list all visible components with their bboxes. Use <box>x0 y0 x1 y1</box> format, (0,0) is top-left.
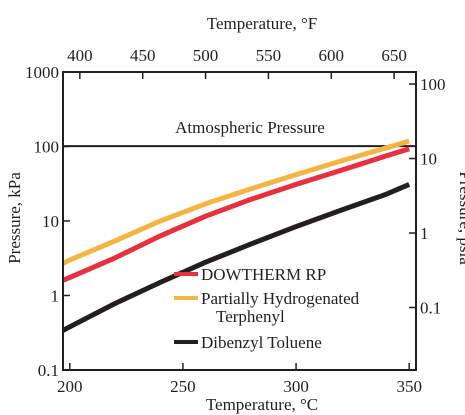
series-line-dibenzyl-toluene <box>61 182 411 333</box>
legend-label-partially-hydrogenated-terphenyl-line-1: Partially Hydrogenated <box>201 289 360 308</box>
y2-tick-label-0: 0.1 <box>420 299 441 318</box>
plot-area: 200 250 300 350 400 450 500 550 600 650 0.1 1 10 100 1… <box>25 46 446 396</box>
legend-label-dowtherm-rp: DOWTHERM RP <box>201 265 326 284</box>
x2-tick-label-400: 400 <box>67 46 93 65</box>
x-tick-label-250: 250 <box>170 377 196 396</box>
legend-label-partially-hydrogenated-terphenyl-line-2: Terphenyl <box>216 307 285 326</box>
y2-axis-title: Pressure, psia <box>456 171 465 265</box>
y-tick-label-0: 0.1 <box>38 361 59 380</box>
series-line-dowtherm-rp <box>62 146 410 283</box>
x-tick-label-300: 300 <box>283 377 309 396</box>
y2-tick-label-1: 1 <box>420 224 429 243</box>
x-axis-title: Temperature, °C <box>206 395 318 414</box>
y2-tick-label-3: 100 <box>420 75 446 94</box>
y-tick-label-1: 1 <box>51 287 60 306</box>
x2-tick-label-450: 450 <box>130 46 156 65</box>
y-tick-label-4: 1000 <box>25 63 59 82</box>
x-tick-label-200: 200 <box>57 377 83 396</box>
y-tick-label-2: 10 <box>42 212 59 231</box>
series-line-partially-hydrogenated-terphenyl <box>61 138 410 266</box>
legend-label-dibenzyl-toluene: Dibenzyl Toluene <box>201 333 322 352</box>
y2-tick-label-2: 10 <box>420 150 437 169</box>
x-tick-label-350: 350 <box>396 377 422 396</box>
y-tick-label-3: 100 <box>34 138 60 157</box>
plot-frame <box>62 71 417 371</box>
y-axis-title: Pressure, kPa <box>5 172 24 264</box>
x2-tick-label-500: 500 <box>193 46 219 65</box>
atmospheric-pressure-label: Atmospheric Pressure <box>175 118 325 137</box>
x2-axis-title: Temperature, °F <box>207 14 317 33</box>
x2-tick-label-650: 650 <box>381 46 407 65</box>
x2-tick-label-550: 550 <box>256 46 282 65</box>
x2-tick-label-600: 600 <box>319 46 345 65</box>
legend: DOWTHERM RP Partially Hydrogenated Terph… <box>174 265 360 352</box>
